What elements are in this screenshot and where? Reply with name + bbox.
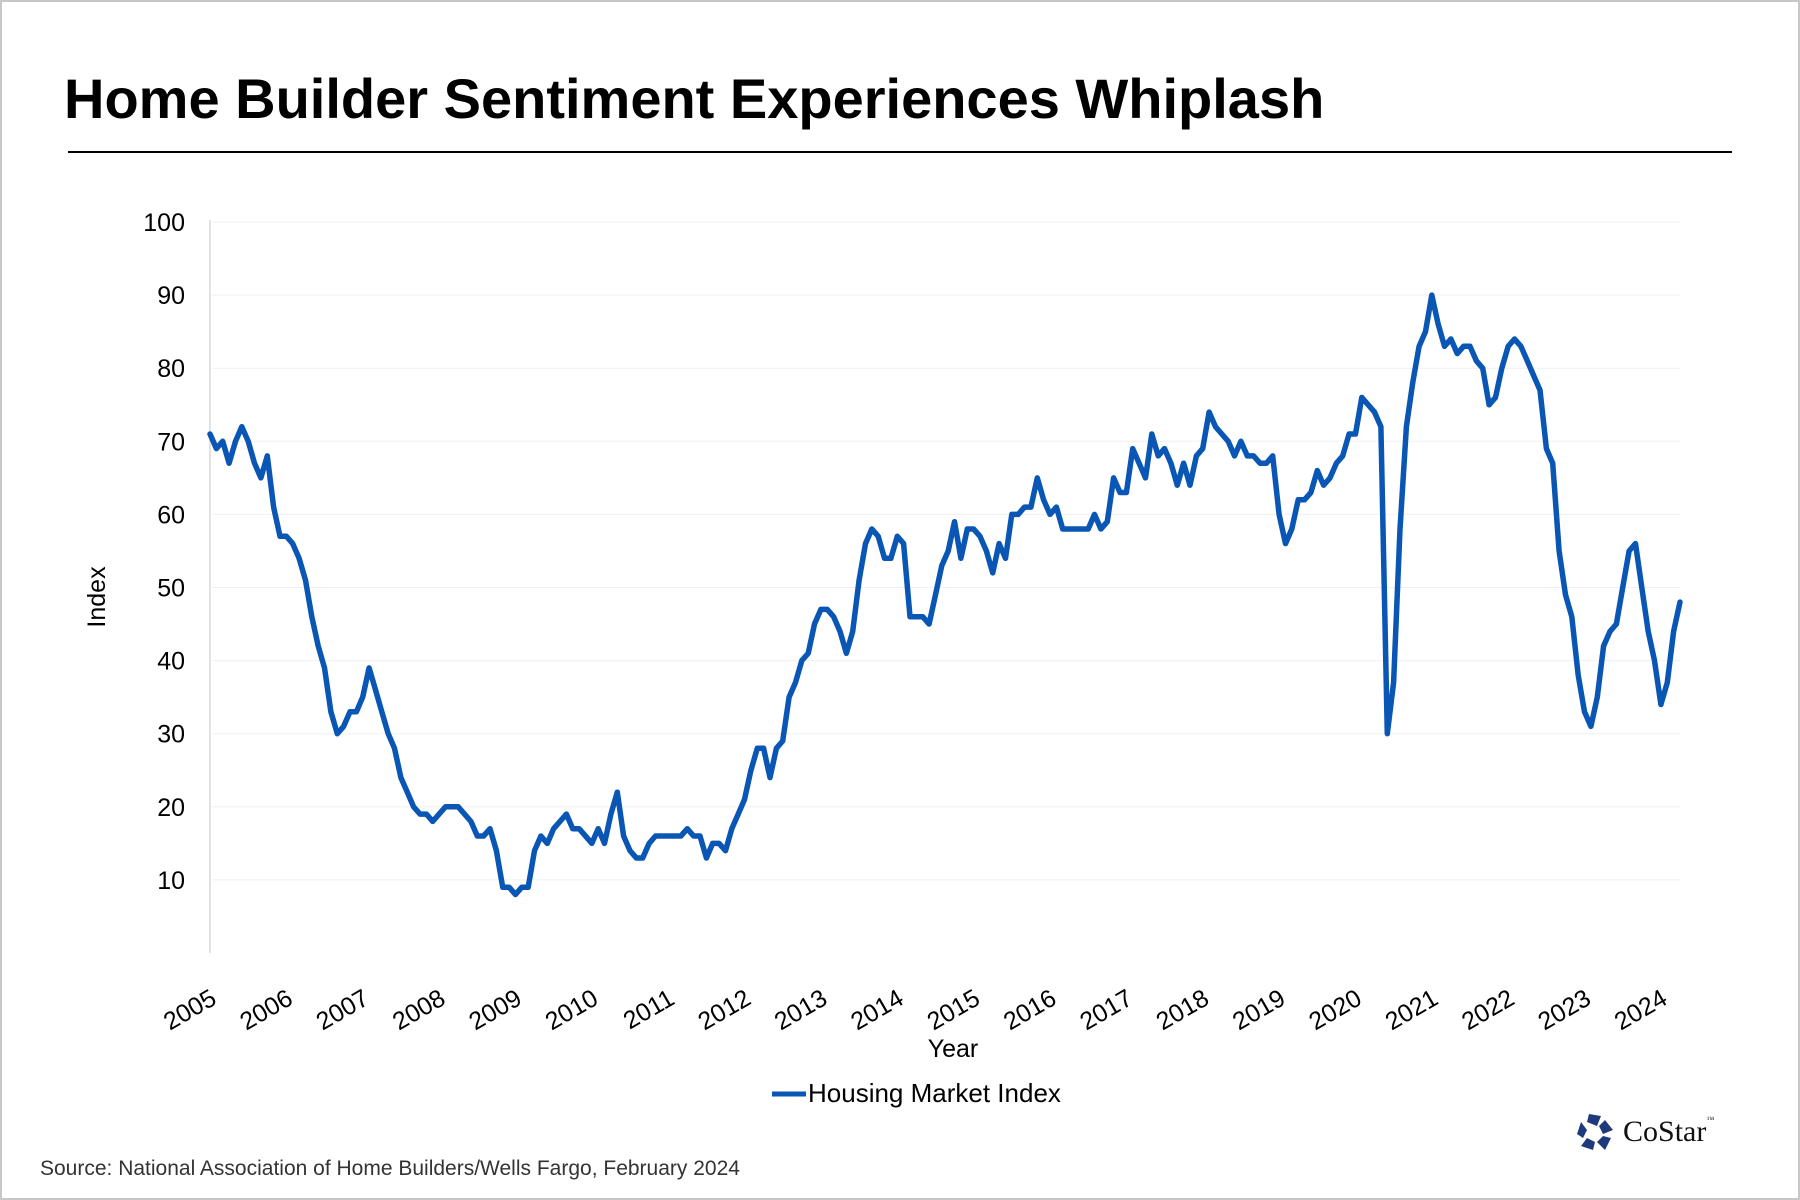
y-tick-label: 10 [157,867,185,895]
y-tick-label: 50 [157,575,185,603]
y-tick-label: 80 [157,355,185,383]
costar-star-icon [1577,1114,1613,1150]
y-tick-label: 90 [157,282,185,310]
x-tick-label: 2007 [312,984,374,1036]
y-tick-label: 30 [157,721,185,749]
x-tick-label: 2010 [541,984,603,1036]
x-tick-label: 2014 [846,984,908,1036]
x-tick-label: 2016 [999,984,1061,1036]
x-tick-label: 2005 [159,984,221,1036]
x-tick-label: 2009 [464,984,526,1036]
x-axis-label: Year [928,1035,979,1063]
y-tick-label: 70 [157,428,185,456]
y-tick-label: 60 [157,501,185,529]
x-tick-label: 2006 [235,984,297,1036]
title-divider [68,151,1732,153]
x-tick-label: 2023 [1533,984,1595,1036]
x-tick-label: 2020 [1304,984,1366,1036]
legend: Housing Market Index [772,1078,1061,1108]
x-tick-label: 2024 [1610,984,1672,1036]
x-tick-label: 2013 [770,984,832,1036]
x-tick-label: 2018 [1152,984,1214,1036]
y-tick-label: 40 [157,648,185,676]
chart-title: Home Builder Sentiment Experiences Whipl… [64,67,1325,130]
y-axis-label: Index [83,566,111,628]
x-tick-label: 2015 [922,984,984,1036]
costar-logo: CoStar™ [1575,1112,1714,1152]
x-tick-label: 2019 [1228,984,1290,1036]
legend-label: Housing Market Index [808,1078,1061,1108]
series-line-housing-market-index [207,292,1683,898]
y-tick-label: 20 [157,794,185,822]
source-note: Source: National Association of Home Bui… [40,1157,740,1180]
x-tick-label: 2008 [388,984,450,1036]
y-tick-label: 100 [143,209,185,237]
costar-wordmark: CoStar™ [1623,1115,1715,1148]
x-tick-label: 2017 [1075,984,1137,1036]
x-tick-label: 2021 [1381,984,1443,1036]
x-tick-label: 2022 [1457,984,1519,1036]
x-tick-label: 2011 [619,984,680,1035]
x-tick-label: 2012 [693,984,755,1036]
